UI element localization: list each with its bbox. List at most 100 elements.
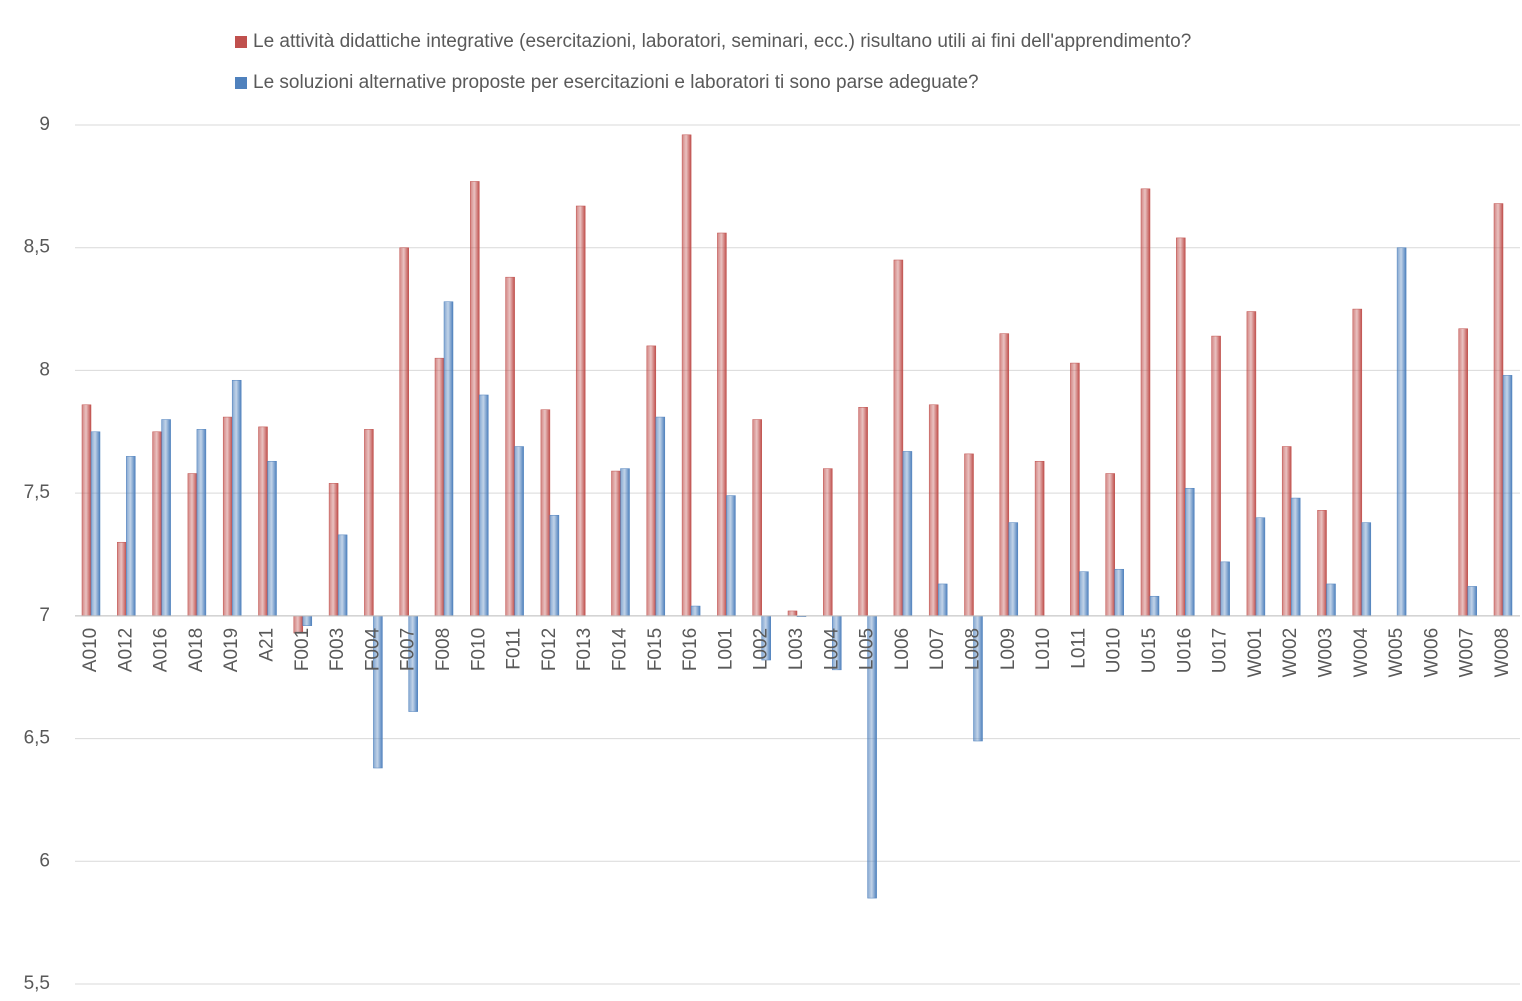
x-tick-label: F013 [574,628,595,671]
bar [399,247,409,617]
bar [1467,586,1477,617]
x-tick-label: L005 [857,628,878,670]
bar [152,431,162,617]
x-tick-label: A010 [80,628,101,672]
x-tick-label: W001 [1245,628,1266,678]
x-tick-label: L007 [927,628,948,670]
bar [196,429,207,617]
legend-swatch [235,36,247,48]
bar [1290,497,1301,617]
legend-label: Le attività didattiche integrative (eser… [253,31,1191,52]
bar [858,406,868,617]
bar [928,404,939,617]
bar [620,468,630,617]
bar [434,357,445,617]
bar [231,379,242,617]
bar [302,615,313,626]
x-tick-label: F010 [468,628,489,671]
bar [1105,473,1115,617]
bar [1246,311,1257,617]
x-tick-label: U016 [1174,628,1195,673]
y-tick-label: 7,5 [24,482,50,503]
x-tick-label: F015 [645,628,666,671]
x-tick-label: F016 [680,628,701,671]
bar [1281,446,1292,617]
bar [1211,335,1221,617]
bar [549,514,560,617]
y-tick-label: 7 [39,605,50,626]
x-tick-label: U015 [1139,628,1160,673]
x-tick-label: L001 [715,628,736,670]
x-tick-label: A018 [186,628,207,672]
x-tick-label: F007 [398,628,419,671]
bar [1326,583,1336,617]
x-tick-label: A21 [257,628,278,662]
bar [1502,375,1513,617]
bar [1114,568,1124,617]
x-tick-label: W003 [1316,628,1337,678]
x-tick-label: F004 [362,627,383,671]
bar [752,419,762,617]
y-tick-label: 6 [39,850,50,871]
bar [1079,571,1089,617]
bar [787,610,798,617]
bar [681,134,692,617]
legend-swatch [235,77,247,89]
x-tick-label: L003 [786,628,807,670]
x-tick-label: L006 [892,628,913,670]
bar [479,394,489,617]
bar [258,426,268,617]
y-tick-label: 6,5 [24,728,50,749]
bar [1070,362,1080,617]
y-tick-label: 5,5 [24,973,50,994]
x-tick-label: W005 [1386,628,1407,678]
bar [1396,247,1407,617]
x-tick-label: U017 [1210,628,1231,673]
bar [187,473,198,617]
bar [823,468,833,617]
bar [117,541,127,617]
bar [90,431,101,617]
bar [1317,510,1327,617]
bar [937,583,948,617]
bar [611,470,621,617]
bar [1034,460,1045,617]
bar [1008,522,1019,617]
x-tick-label: F014 [610,627,631,671]
bar [1220,561,1230,617]
bar [328,483,339,617]
bar [505,276,515,617]
x-tick-label: A012 [115,628,136,672]
bar [1176,237,1186,617]
x-tick-label: A016 [151,628,172,672]
x-tick-label: W008 [1492,628,1513,678]
bar [161,419,171,617]
bar [1493,203,1504,617]
legend-label: Le soluzioni alternative proposte per es… [253,72,979,93]
x-tick-label: L004 [821,627,842,670]
x-tick-label: F003 [327,628,348,671]
bar [470,181,480,617]
bar [726,495,736,617]
bar [364,429,374,617]
bar [1140,188,1151,617]
bar [1149,595,1160,617]
y-tick-label: 8 [39,359,50,380]
x-tick-label: L011 [1068,628,1089,669]
bar [646,345,657,617]
bar [1255,517,1266,617]
bar [999,333,1010,617]
bar [893,259,904,617]
bar [717,232,727,617]
bar [690,605,701,617]
x-tick-label: L008 [963,628,984,670]
bar [126,456,136,617]
bar [81,404,92,617]
x-tick-label: L002 [751,628,772,670]
x-tick-label: L009 [998,628,1019,670]
x-tick-label: W007 [1457,628,1478,678]
bar [1352,308,1363,617]
bar [655,416,666,617]
bar [1361,522,1372,617]
